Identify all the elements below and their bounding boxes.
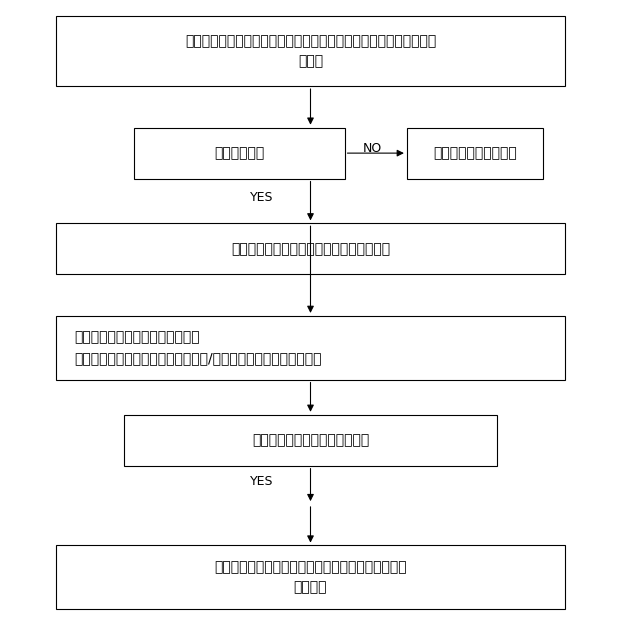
Text: YES: YES	[250, 191, 273, 204]
FancyBboxPatch shape	[56, 545, 565, 609]
Text: 市电是否中断: 市电是否中断	[214, 146, 264, 160]
Text: 判定蓄电池电量信号的所属分级: 判定蓄电池电量信号的所属分级	[252, 433, 369, 447]
Text: NO: NO	[363, 142, 382, 154]
Text: YES: YES	[250, 475, 273, 488]
FancyBboxPatch shape	[134, 128, 345, 179]
Text: 输入蓄电池电量信号作为输入变量
，输出压缩机频率、室外风机转速和/或室内风机转速作为输出变量: 输入蓄电池电量信号作为输入变量 ，输出压缩机频率、室外风机转速和/或室内风机转速…	[75, 330, 322, 365]
FancyBboxPatch shape	[407, 128, 543, 179]
FancyBboxPatch shape	[56, 16, 565, 86]
FancyBboxPatch shape	[124, 415, 497, 466]
Text: 变频空调器中存储有市电供电的电源控制机制和蓄电池供电的应急控
制机制: 变频空调器中存储有市电供电的电源控制机制和蓄电池供电的应急控 制机制	[185, 34, 436, 68]
FancyBboxPatch shape	[56, 316, 565, 380]
Text: 按照电源控制机制运行: 按照电源控制机制运行	[433, 146, 517, 160]
Text: 变频空调器的控制器调用所述应急控制机制: 变频空调器的控制器调用所述应急控制机制	[231, 242, 390, 256]
Text: 输出压缩机频率信号，室外风机转速信号和室内风机
转速信号: 输出压缩机频率信号，室外风机转速信号和室内风机 转速信号	[214, 560, 407, 595]
FancyBboxPatch shape	[56, 223, 565, 274]
